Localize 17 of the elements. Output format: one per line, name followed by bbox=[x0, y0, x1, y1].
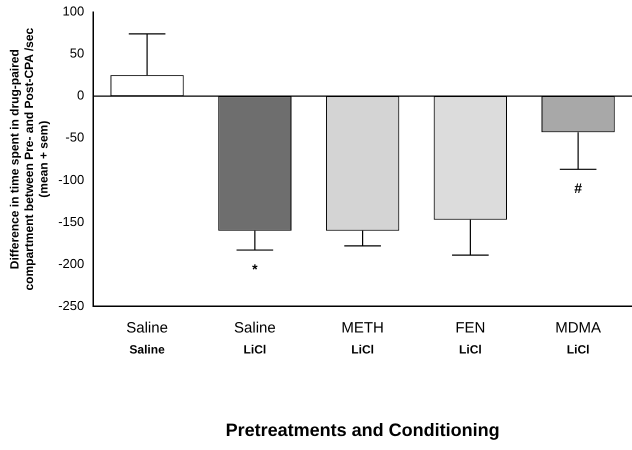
x-tick-label: MDMA LiCl bbox=[555, 320, 602, 357]
y-axis-title: Difference in time spent in drug-paired compartment between Pre- and Post-CPA /sec (mean + sem) bbox=[8, 28, 50, 291]
annotation: * bbox=[252, 260, 258, 277]
x-tick-label: FEN LiCl bbox=[455, 320, 486, 357]
y-tick-label: 50 bbox=[70, 46, 84, 61]
y-tick-label: -100 bbox=[58, 172, 84, 187]
y-tick-label: 100 bbox=[62, 4, 84, 19]
x-tick-label: Saline Saline bbox=[126, 320, 168, 357]
x-tick-label: Saline LiCl bbox=[234, 320, 276, 357]
x-axis-title: Pretreatments and Conditioning bbox=[226, 420, 500, 440]
y-tick-label: -50 bbox=[65, 130, 84, 145]
y-tick-label: -250 bbox=[58, 298, 84, 313]
y-tick-label: -150 bbox=[58, 214, 84, 229]
y-tick-label: -200 bbox=[58, 256, 84, 271]
y-tick-label: 0 bbox=[76, 88, 84, 103]
annotation: # bbox=[574, 180, 582, 196]
x-tick-label: METH LiCl bbox=[341, 320, 384, 357]
